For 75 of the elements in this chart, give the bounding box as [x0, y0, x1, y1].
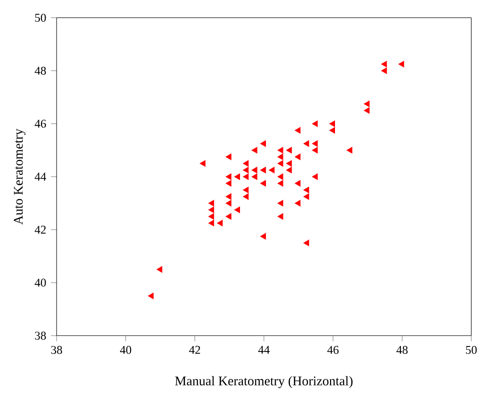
- point: [226, 180, 232, 187]
- point: [242, 174, 249, 180]
- x-tick-label: 50: [466, 346, 477, 354]
- point: [294, 154, 300, 160]
- point: [278, 200, 284, 206]
- point: [208, 200, 214, 206]
- point: [278, 160, 284, 167]
- point: [242, 166, 249, 174]
- point: [286, 166, 292, 174]
- point: [278, 147, 284, 154]
- point: [381, 68, 387, 74]
- point: [217, 220, 223, 226]
- point: [260, 233, 266, 240]
- point: [234, 174, 240, 180]
- point: [148, 292, 154, 300]
- point: [303, 186, 310, 194]
- x-tick-label: 46: [327, 346, 339, 354]
- point: [303, 240, 310, 246]
- point: [312, 174, 318, 180]
- point: [364, 107, 370, 114]
- x-tick-label: 42: [189, 346, 200, 354]
- point: [286, 160, 292, 167]
- x-tick-label: 44: [258, 346, 270, 354]
- x-tick-label: 48: [396, 346, 408, 354]
- point: [260, 180, 266, 187]
- point: [278, 213, 284, 220]
- y-tick-label: 40: [34, 278, 46, 287]
- point: [294, 180, 300, 187]
- point: [260, 140, 266, 147]
- point: [242, 186, 249, 194]
- point: [346, 147, 352, 154]
- point: [278, 154, 284, 160]
- point: [208, 213, 214, 220]
- point: [303, 140, 310, 147]
- point: [252, 174, 258, 180]
- point: [329, 120, 336, 128]
- y-tick-label: 48: [34, 66, 46, 75]
- point: [226, 213, 232, 220]
- y-tick-label: 44: [34, 172, 46, 181]
- point: [303, 193, 310, 200]
- point: [208, 206, 214, 214]
- point: [278, 174, 284, 180]
- y-tick-label: 42: [34, 226, 46, 234]
- point: [226, 193, 232, 200]
- x-tick-label: 40: [120, 346, 132, 354]
- point: [252, 147, 258, 154]
- point: [312, 120, 318, 128]
- point: [312, 140, 318, 147]
- point: [260, 166, 266, 174]
- point: [268, 166, 275, 174]
- point: [242, 160, 249, 167]
- point: [398, 60, 404, 68]
- point: [226, 154, 232, 160]
- point: [156, 266, 162, 273]
- point: [329, 127, 336, 134]
- point: [200, 160, 206, 167]
- y-tick-label: 38: [35, 332, 46, 340]
- point: [364, 100, 370, 108]
- point: [312, 147, 318, 154]
- point: [294, 200, 300, 206]
- x-tick-label: 38: [51, 346, 62, 354]
- y-tick-label: 46: [34, 120, 46, 128]
- point: [226, 174, 232, 180]
- point: [252, 166, 258, 174]
- point: [208, 220, 214, 226]
- point: [226, 200, 232, 206]
- point: [278, 180, 284, 187]
- y-tick-label: 50: [35, 14, 46, 22]
- point: [242, 193, 249, 200]
- point: [286, 147, 292, 154]
- point: [234, 206, 240, 214]
- point: [381, 60, 387, 68]
- x-axis-title: Manual Keratometry (Horizontal): [175, 376, 353, 388]
- point: [294, 127, 300, 134]
- y-axis-title: Auto Keratometry: [14, 128, 26, 225]
